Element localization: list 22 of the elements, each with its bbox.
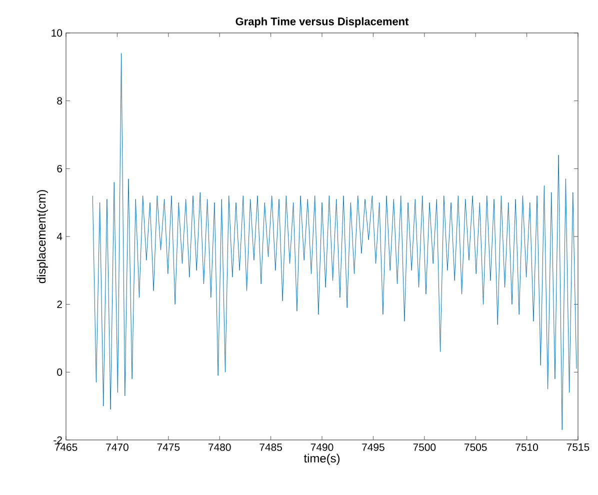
y-tick-label: 10 (52, 29, 62, 37)
x-tick-label: 7465 (54, 444, 78, 451)
y-tick-label: 0 (57, 368, 62, 376)
x-tick-label: 7485 (260, 444, 282, 451)
x-tick-label: 7475 (157, 444, 180, 451)
x-tick-label: 7495 (362, 444, 384, 451)
x-tick-label: 7470 (106, 444, 128, 451)
x-tick-label: 7500 (413, 444, 436, 451)
y-tick-label: 2 (57, 300, 62, 308)
y-axis-title: displacement(cm) (36, 190, 48, 284)
line-series (92, 53, 577, 430)
x-axis-title: time(s) (304, 454, 340, 465)
y-tick-label: 6 (57, 164, 62, 172)
x-tick-label: 7515 (566, 444, 590, 451)
x-tick-label: 7480 (208, 444, 231, 451)
chart-title: Graph Time versus Displacement (236, 17, 409, 28)
y-tick-label: -2 (54, 436, 62, 444)
x-tick-label: 7510 (516, 444, 538, 451)
y-tick-label: 4 (56, 232, 62, 240)
x-tick-label: 7505 (464, 444, 487, 451)
y-tick-label: 8 (57, 97, 62, 105)
x-tick-label: 7490 (310, 444, 334, 451)
